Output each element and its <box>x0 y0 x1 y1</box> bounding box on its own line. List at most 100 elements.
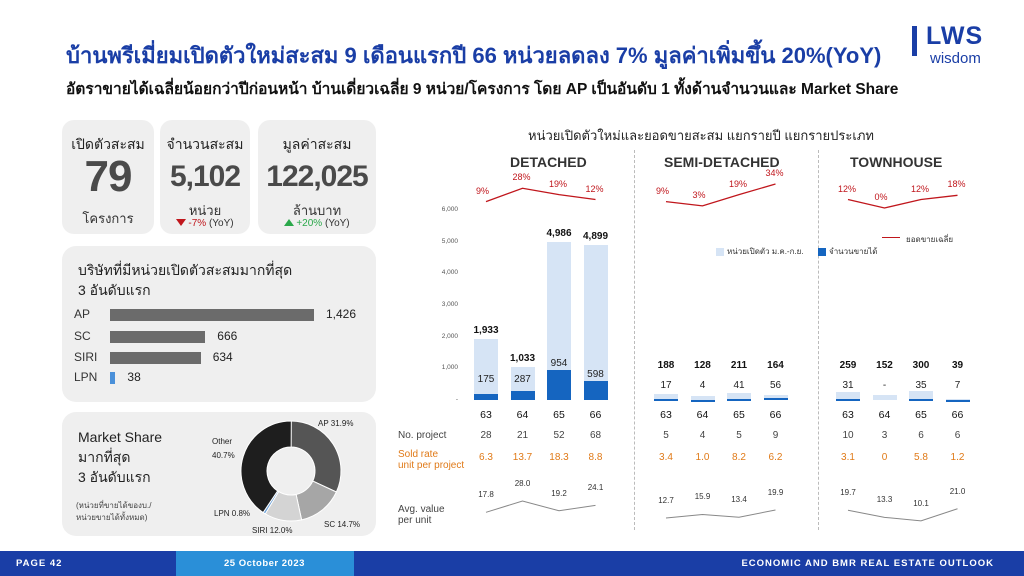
dev-name-lpn: LPN <box>74 370 98 384</box>
dev-name-ap: AP <box>74 307 91 321</box>
kpi-projects-value: 79 <box>84 152 133 201</box>
avg-value-label-semi-detached-65: 13.4 <box>731 495 747 505</box>
segment-head-detached: DETACHED <box>510 154 587 170</box>
footer-page: PAGE 42 <box>16 558 63 569</box>
year-label-semi-detached-65: 65 <box>733 409 745 421</box>
project-count-detached-63: 28 <box>480 430 492 441</box>
sold-pct-label-semi-detached-66: 34% <box>765 168 784 178</box>
project-count-detached-64: 21 <box>516 430 529 441</box>
kpi-value-change-suffix: (YoY) <box>324 218 350 229</box>
year-label-semi-detached-66: 66 <box>769 409 782 421</box>
logo-bar <box>912 26 917 56</box>
footer-outlook: ECONOMIC AND BMR REAL ESTATE OUTLOOK <box>741 558 994 569</box>
segment-divider-1 <box>634 150 635 530</box>
market-share-title: Market Share มากที่สุด 3 อันดับแรก <box>78 427 162 487</box>
sold-label-townhouse-64: - <box>882 380 887 391</box>
launched-label-semi-detached-64: 128 <box>694 360 711 371</box>
bar-sold-semi-detached-66 <box>763 398 788 401</box>
bar-sold-semi-detached-65 <box>727 398 751 401</box>
top-developers-title: บริษัทที่มีหน่วยเปิดตัวสะสมมากที่สุด 3 อ… <box>78 260 292 300</box>
market-share-note-line2: หน่วยขายได้ทั้งหมด) <box>76 513 148 522</box>
year-label-townhouse-66: 66 <box>951 409 964 421</box>
sold-pct-label-townhouse-66: 18% <box>947 179 966 190</box>
donut-slice-ap <box>290 420 342 493</box>
sold-pct-label-detached-65: 19% <box>549 178 568 189</box>
y-tick-label: 6,000 <box>441 206 458 213</box>
sold-label-townhouse-66: 7 <box>954 380 961 391</box>
market-share-note: (หน่วยที่ขายได้ของบ./ หน่วยขายได้ทั้งหมด… <box>76 500 151 524</box>
sold-pct-label-townhouse-64: 0% <box>874 192 888 202</box>
kpi-value-value: 122,025 <box>266 160 368 193</box>
dev-name-siri: SIRI <box>74 350 98 364</box>
kpi-units-change: -7% (YoY) <box>160 218 250 229</box>
sold-rate-detached-66: 8.8 <box>588 452 603 463</box>
sold-label-semi-detached-65: 41 <box>733 380 745 391</box>
year-label-townhouse-63: 63 <box>842 409 854 421</box>
launched-label-semi-detached-65: 211 <box>730 360 748 371</box>
sold-label-semi-detached-66: 56 <box>769 380 782 391</box>
dev-bar-ap <box>110 309 314 321</box>
project-count-townhouse-64: 3 <box>881 430 888 441</box>
bar-sold-semi-detached-63 <box>654 399 678 402</box>
avg-value-label-semi-detached-63: 12.7 <box>658 496 674 505</box>
sold-label-semi-detached-63: 17 <box>660 380 672 391</box>
row-label-sold-rate: Sold rate unit per project <box>398 449 464 471</box>
legend-launched-label: หน่วยเปิดตัว ม.ค.-ก.ย. <box>727 247 804 256</box>
avg-value-line-townhouse <box>847 508 958 522</box>
bar-launched-townhouse-66 <box>945 398 970 401</box>
sold-rate-townhouse-64: 0 <box>881 452 888 463</box>
legend-sold-label: จำนวนขายได้ <box>829 247 878 256</box>
logo-sub: wisdom <box>930 50 981 67</box>
up-arrow-icon <box>284 219 295 226</box>
kpi-projects-label: เปิดตัวสะสม <box>71 136 145 152</box>
launched-label-detached-65: 4,986 <box>546 228 572 240</box>
project-count-detached-66: 68 <box>589 430 602 441</box>
legend-avg: ยอดขายเฉลี่ย <box>906 235 954 244</box>
footer-bar: PAGE 42 25 October 2023 ECONOMIC AND BMR… <box>0 551 1024 576</box>
avg-value-label-townhouse-64: 13.3 <box>876 495 893 505</box>
y-tick-label: 2,000 <box>441 332 458 340</box>
donut-label-other-name: Other <box>212 437 233 446</box>
top-developers-title-line1: บริษัทที่มีหน่วยเปิดตัวสะสมมากที่สุด <box>78 262 293 278</box>
donut-label-siri: SIRI 12.0% <box>252 526 293 535</box>
kpi-value-change: +20% (YoY) <box>258 218 376 229</box>
sold-rate-detached-63: 6.3 <box>479 452 493 463</box>
bar-sold-semi-detached-64 <box>690 399 715 402</box>
market-share-title-line1: Market Share <box>78 429 163 445</box>
top-developers-title-line2: 3 อันดับแรก <box>78 282 151 298</box>
sold-pct-label-detached-64: 28% <box>512 172 531 183</box>
footer-date-band <box>176 551 354 576</box>
sold-rate-detached-64: 13.7 <box>512 452 533 463</box>
year-label-detached-63: 63 <box>480 409 492 421</box>
bar-launched-detached-66 <box>583 244 608 400</box>
page-title: บ้านพรีเมี่ยมเปิดตัวใหม่สะสม 9 เดือนแรกป… <box>66 43 882 68</box>
avg-value-label-detached-64: 28.0 <box>514 479 531 488</box>
kpi-units-value: 5,102 <box>169 160 241 193</box>
y-tick-label: 1,000 <box>441 364 458 372</box>
sold-label-detached-63: 175 <box>477 374 495 385</box>
row-label-avg-value-2: per unit <box>398 515 432 526</box>
project-count-townhouse-65: 6 <box>918 430 924 441</box>
row-label-sold-rate-2: unit per project <box>398 460 465 471</box>
bar-launched-townhouse-63 <box>836 391 860 400</box>
avg-value-label-detached-63: 17.8 <box>478 490 494 500</box>
avg-value-label-townhouse-63: 19.7 <box>840 488 856 498</box>
project-count-semi-detached-63: 5 <box>663 430 669 441</box>
sold-rate-townhouse-66: 1.2 <box>950 452 965 463</box>
year-label-semi-detached-63: 63 <box>660 409 672 421</box>
donut-label-lpn: LPN 0.8% <box>214 509 251 518</box>
bar-launched-semi-detached-65 <box>727 393 751 400</box>
market-share-note-line1: (หน่วยที่ขายได้ของบ./ <box>76 501 152 510</box>
year-label-detached-65: 65 <box>553 409 565 421</box>
launched-label-semi-detached-63: 188 <box>657 360 675 371</box>
sold-label-townhouse-63: 31 <box>842 380 854 391</box>
y-tick-label: - <box>455 396 458 403</box>
bar-launched-semi-detached-63 <box>654 394 678 400</box>
sold-rate-semi-detached-64: 1.0 <box>695 452 710 463</box>
logo-brand: LWS <box>926 22 984 50</box>
kpi-units-change-pct: -7% <box>188 218 207 229</box>
legend-launched: หน่วยเปิดตัว ม.ค.-ก.ย. <box>716 245 804 258</box>
dev-value-siri: 634 <box>212 350 233 364</box>
dev-bar-sc <box>110 331 206 343</box>
legend-launched-swatch <box>716 247 724 256</box>
